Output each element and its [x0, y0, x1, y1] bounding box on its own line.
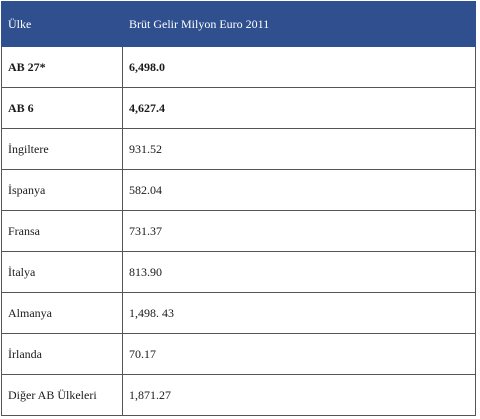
country-cell: Diğer AB Ülkeleri: [1, 374, 123, 416]
table-row: İrlanda 70.17: [1, 333, 476, 375]
country-cell: AB 27*: [1, 46, 123, 88]
country-cell: İngiltere: [1, 128, 123, 170]
table-row: Almanya 1,498. 43: [1, 292, 476, 334]
header-revenue: Brüt Gelir Milyon Euro 2011: [122, 1, 476, 47]
table-row: İspanya 582.04: [1, 169, 476, 211]
country-cell: İtalya: [1, 251, 123, 293]
revenue-cell: 6,498.0: [122, 46, 476, 88]
country-cell: Almanya: [1, 292, 123, 334]
table-row: İtalya 813.90: [1, 251, 476, 293]
revenue-cell: 70.17: [122, 333, 476, 375]
table-body: AB 27* 6,498.0 AB 6 4,627.4 İngiltere 93…: [1, 46, 476, 416]
revenue-cell: 731.37: [122, 210, 476, 252]
revenue-cell: 582.04: [122, 169, 476, 211]
revenue-cell: 931.52: [122, 128, 476, 170]
country-cell: AB 6: [1, 87, 123, 129]
table-row: Fransa 731.37: [1, 210, 476, 252]
table-row: AB 27* 6,498.0: [1, 46, 476, 88]
table-row: Diğer AB Ülkeleri 1,871.27: [1, 374, 476, 416]
table-row: AB 6 4,627.4: [1, 87, 476, 129]
header-country: Ülke: [1, 1, 123, 47]
table-row: İngiltere 931.52: [1, 128, 476, 170]
revenue-cell: 1,498. 43: [122, 292, 476, 334]
table-header-row: Ülke Brüt Gelir Milyon Euro 2011: [1, 1, 476, 47]
revenue-cell: 813.90: [122, 251, 476, 293]
country-cell: Fransa: [1, 210, 123, 252]
revenue-cell: 4,627.4: [122, 87, 476, 129]
revenue-cell: 1,871.27: [122, 374, 476, 416]
country-cell: İrlanda: [1, 333, 123, 375]
country-cell: İspanya: [1, 169, 123, 211]
